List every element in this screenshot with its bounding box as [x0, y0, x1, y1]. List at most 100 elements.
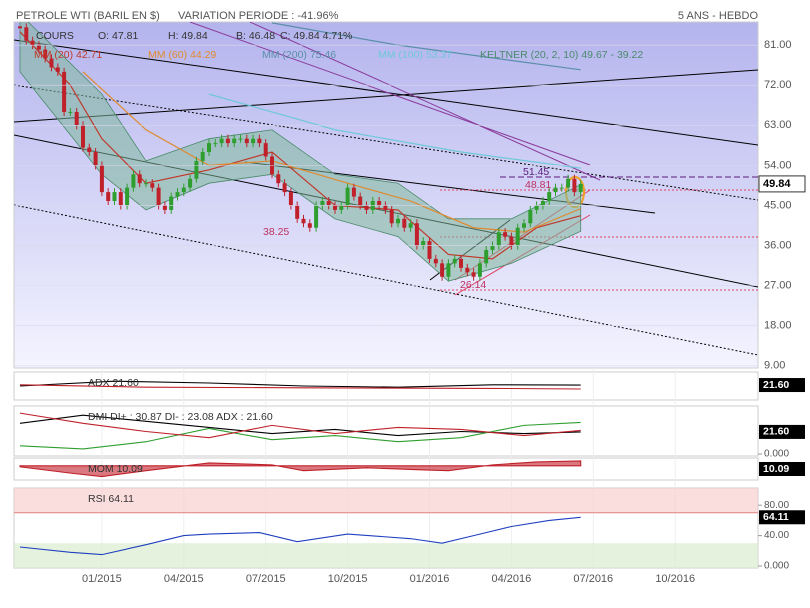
- indicator-line: [19, 384, 581, 390]
- candle: [55, 67, 60, 72]
- y-tick-label: 54.00: [764, 159, 792, 171]
- candle: [175, 192, 180, 197]
- candle: [471, 272, 476, 277]
- candle: [169, 196, 174, 210]
- candle: [194, 160, 199, 179]
- y-tick-label: 81.00: [764, 39, 792, 51]
- last-price: 49.84: [763, 178, 791, 190]
- annotation: 51.45: [523, 166, 549, 178]
- candle: [509, 236, 514, 246]
- candle: [452, 258, 457, 264]
- overlay-label: MM (60) 44.29: [148, 49, 216, 61]
- candle: [559, 187, 564, 189]
- candle: [68, 111, 73, 113]
- candle: [414, 223, 419, 246]
- panel-label: DMI DI+ : 30.87 DI- : 23.08 ADX : 21.60: [88, 411, 273, 423]
- last-price-box: [758, 175, 806, 193]
- x-tick-label: 04/2015: [164, 573, 204, 585]
- y-tick-label: 0.000: [764, 561, 789, 572]
- candle: [553, 187, 558, 193]
- annotation: 48.81: [525, 179, 551, 191]
- candle: [326, 201, 331, 206]
- candle: [534, 205, 539, 210]
- value-box: [759, 424, 805, 439]
- candle: [49, 58, 54, 68]
- annotation: 26.14: [460, 279, 486, 291]
- oversold-zone: [14, 543, 758, 568]
- candle: [459, 258, 463, 268]
- candle: [188, 178, 193, 188]
- indicator-line: [19, 412, 581, 439]
- candle: [301, 218, 306, 224]
- keltner-band: [19, 22, 582, 282]
- candle: [150, 183, 155, 188]
- panel-label: RSI 64.11: [88, 493, 134, 505]
- value-box: [759, 378, 805, 393]
- y-tick-label: 36.00: [764, 239, 792, 251]
- candle: [402, 218, 407, 228]
- panel-label: ADX 21.60: [88, 377, 139, 389]
- candle: [446, 263, 451, 277]
- candle: [251, 138, 256, 144]
- candle: [477, 263, 482, 277]
- x-tick-label: 04/2016: [492, 573, 532, 585]
- candle: [81, 125, 85, 148]
- candle: [396, 218, 400, 224]
- candle: [106, 192, 111, 202]
- candle: [465, 267, 470, 273]
- candle: [307, 223, 312, 228]
- candle: [181, 187, 186, 193]
- candle: [358, 196, 363, 206]
- y-tick-label: 45.00: [764, 199, 792, 211]
- candle: [496, 232, 501, 246]
- candle: [484, 249, 489, 264]
- candle: [427, 241, 432, 259]
- candle: [118, 192, 123, 206]
- moving-average: [208, 93, 581, 169]
- candle: [320, 201, 325, 206]
- candle: [433, 258, 438, 264]
- candle: [74, 111, 79, 126]
- annotation: 38.25: [263, 226, 289, 238]
- candle: [225, 138, 230, 144]
- moving-average: [82, 71, 581, 233]
- candle: [276, 174, 281, 184]
- x-tick-label: 01/2015: [82, 573, 122, 585]
- candle: [288, 192, 293, 206]
- candle: [131, 174, 136, 188]
- candle: [87, 147, 92, 153]
- candle: [232, 138, 237, 144]
- y-tick-label: 63.00: [764, 119, 792, 131]
- legend-item: COURS: [36, 30, 74, 42]
- overlay-label: MM (200) 75.46: [262, 49, 336, 61]
- candle: [421, 241, 426, 246]
- candle: [339, 205, 344, 210]
- x-tick-label: 01/2016: [410, 573, 450, 585]
- candle: [540, 201, 545, 206]
- candle: [515, 227, 520, 246]
- candle: [345, 187, 350, 206]
- candle: [257, 138, 262, 144]
- candle: [389, 209, 394, 224]
- adx-panel: [13, 371, 759, 401]
- candle: [125, 187, 130, 206]
- legend-item: B: 46.48: [236, 30, 275, 42]
- candle: [440, 263, 445, 277]
- candle: [207, 143, 211, 153]
- value-box-label: 21.60: [763, 426, 789, 438]
- candle: [522, 223, 526, 228]
- candle: [137, 174, 142, 184]
- candle: [566, 178, 571, 188]
- candle: [62, 71, 67, 112]
- y-tick-label: 0.000: [764, 449, 789, 460]
- x-tick-label: 07/2016: [573, 573, 613, 585]
- candle: [162, 205, 167, 210]
- y-tick-label: 80.00: [764, 500, 789, 511]
- candle: [30, 40, 35, 46]
- candle: [572, 178, 577, 193]
- candle: [314, 205, 319, 228]
- plot-area: [18, 22, 583, 282]
- y-tick-label: 18.00: [764, 320, 792, 332]
- candle: [238, 138, 243, 140]
